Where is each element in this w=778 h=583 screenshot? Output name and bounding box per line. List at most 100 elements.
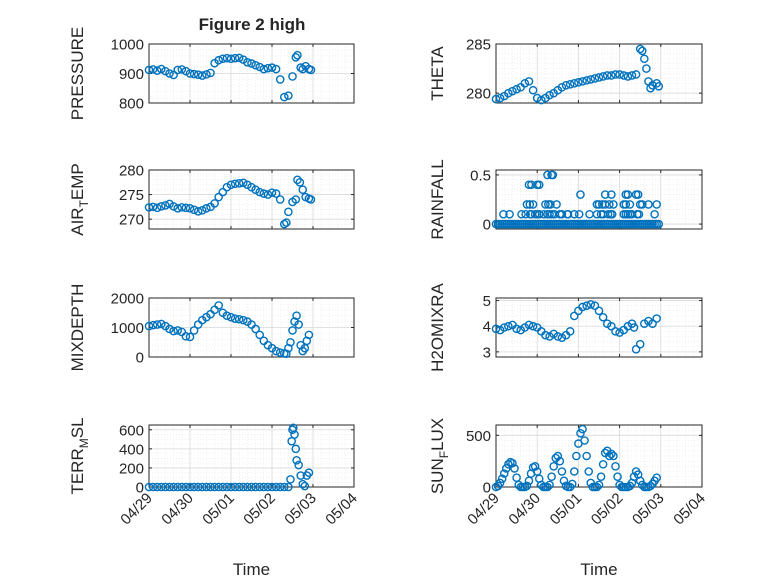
data-point xyxy=(292,311,301,321)
data-point xyxy=(156,482,166,492)
data-point xyxy=(181,482,191,492)
data-point xyxy=(193,70,203,79)
data-point xyxy=(161,482,170,492)
y-tick-label: 1000 xyxy=(111,37,144,54)
data-point xyxy=(534,209,544,219)
data-point xyxy=(218,54,228,64)
data-point xyxy=(491,94,501,104)
data-point xyxy=(259,189,269,198)
data-point xyxy=(247,59,256,68)
data-point xyxy=(230,314,240,323)
data-point xyxy=(294,320,303,329)
data-point xyxy=(512,324,521,334)
y-axis-label-main: SUN xyxy=(428,458,447,494)
data-point xyxy=(522,481,532,491)
data-point xyxy=(635,476,645,486)
data-point xyxy=(165,482,174,492)
y-axis-label: MIXDEPTH xyxy=(68,284,87,372)
data-point xyxy=(578,424,587,434)
data-point xyxy=(218,187,228,197)
data-point xyxy=(193,482,203,492)
data-point xyxy=(594,480,604,490)
data-point xyxy=(546,200,555,209)
data-point xyxy=(596,472,606,481)
data-point xyxy=(202,70,211,79)
x-axis-label: Time xyxy=(233,560,270,579)
y-tick-label: 275 xyxy=(119,187,144,204)
data-point xyxy=(607,209,617,219)
data-point xyxy=(650,209,659,219)
data-point xyxy=(169,326,178,336)
subplot-4: 0 0.5 RAINFALL xyxy=(428,159,703,240)
subplot-6: 3 4 5 H2OMIXRA xyxy=(428,282,703,372)
data-point xyxy=(226,54,236,64)
data-point xyxy=(623,190,633,199)
data-point xyxy=(547,472,556,481)
data-point xyxy=(528,321,538,331)
data-point xyxy=(652,473,661,483)
data-point xyxy=(532,93,542,103)
data-point xyxy=(210,482,219,492)
data-point xyxy=(561,81,571,90)
series-markers xyxy=(144,423,314,492)
data-point xyxy=(607,449,616,459)
y-tick-label: 270 xyxy=(119,212,144,229)
data-point xyxy=(189,205,199,215)
y-axis-label: PRESSURE xyxy=(68,27,87,121)
data-point xyxy=(576,190,585,199)
y-tick-label: 280 xyxy=(466,86,491,103)
y-axis-label-subscript: F xyxy=(437,451,451,458)
data-point xyxy=(279,219,289,229)
y-axis-label-rest: EMP xyxy=(68,163,87,200)
data-point xyxy=(592,482,602,492)
data-point xyxy=(574,78,583,87)
data-point xyxy=(557,209,567,219)
data-point xyxy=(267,63,277,72)
data-point xyxy=(572,451,581,461)
data-point xyxy=(214,301,223,310)
data-point xyxy=(548,170,558,180)
data-point xyxy=(288,326,297,335)
data-point xyxy=(652,314,661,323)
data-point xyxy=(152,203,162,213)
data-point xyxy=(263,482,273,492)
data-point xyxy=(499,209,508,219)
data-point xyxy=(292,455,301,465)
data-point xyxy=(648,81,657,90)
data-point xyxy=(603,209,613,219)
data-point xyxy=(291,195,301,204)
data-point xyxy=(644,200,653,209)
data-point xyxy=(605,451,614,461)
data-point xyxy=(607,71,616,80)
data-point xyxy=(590,74,600,83)
data-point xyxy=(598,459,608,469)
data-point xyxy=(267,482,277,492)
data-point xyxy=(304,330,314,340)
data-point xyxy=(525,200,535,209)
data-point xyxy=(255,62,265,72)
data-point xyxy=(197,71,207,80)
data-point xyxy=(259,64,269,74)
data-point xyxy=(582,451,591,461)
data-point xyxy=(508,458,517,468)
y-axis-label-rest: SL xyxy=(68,417,87,438)
y-tick-label: 800 xyxy=(119,96,144,113)
data-point xyxy=(559,476,569,486)
data-point xyxy=(504,88,513,98)
y-axis-label-main: RAINFALL xyxy=(428,159,447,239)
data-point xyxy=(156,64,166,74)
data-point xyxy=(148,320,158,330)
y-axis-label: THETA xyxy=(428,46,447,101)
series-markers xyxy=(144,175,316,229)
data-point xyxy=(144,482,154,492)
ticks xyxy=(148,297,355,358)
data-point xyxy=(512,84,521,94)
data-point xyxy=(275,195,285,204)
data-point xyxy=(177,482,187,492)
data-point xyxy=(495,478,505,488)
subplot-5: 0 1000 2000 MIXDEPTH xyxy=(68,284,355,372)
series-markers xyxy=(491,300,661,354)
data-point xyxy=(605,200,614,209)
data-point xyxy=(251,482,260,492)
data-point xyxy=(267,188,277,197)
